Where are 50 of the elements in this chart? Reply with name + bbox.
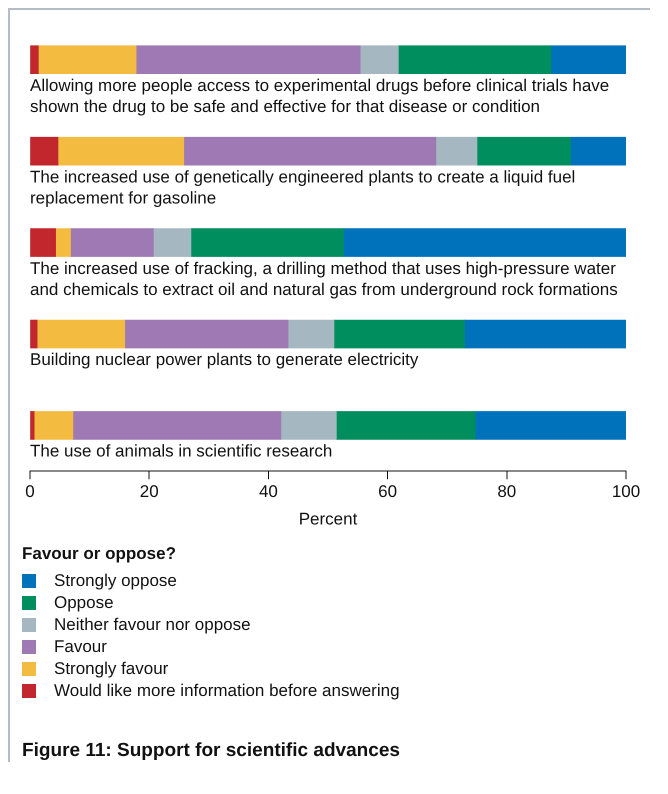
y-tick-label: The increased use of genetically engineered plants to create a liquid fuel replacement for gasoline xyxy=(30,167,576,208)
bar xyxy=(30,136,58,166)
bar xyxy=(30,320,38,348)
bar xyxy=(72,411,282,440)
bar xyxy=(58,136,184,166)
bar xyxy=(30,45,39,74)
legend-label: Would like more information before answering xyxy=(54,681,400,701)
bar xyxy=(343,228,626,257)
x-tick-label: 60 xyxy=(378,482,398,502)
bar xyxy=(183,136,436,166)
x-tick-label: 0 xyxy=(25,482,35,502)
y-tick-label: The use of animals in scientific research xyxy=(30,442,332,461)
bar xyxy=(55,228,71,257)
bar xyxy=(550,45,626,74)
bar xyxy=(38,45,136,74)
y-tick-label: The increased use of fracking, a drilling method that uses high-pressure water and chemicals to extract oil and natural gas from underground rock formations xyxy=(30,258,618,299)
bar xyxy=(34,411,74,440)
bar xyxy=(398,45,552,74)
bar xyxy=(70,228,154,257)
legend-label: Oppose xyxy=(54,593,114,613)
bar xyxy=(336,411,476,440)
legend-title: Favour or oppose? xyxy=(22,544,177,564)
bar xyxy=(570,136,626,166)
bar xyxy=(334,320,465,348)
y-tick-label: Building nuclear power plants to generate electricity xyxy=(30,350,419,370)
bar xyxy=(474,411,626,440)
bar xyxy=(476,136,571,166)
legend-label: Favour xyxy=(54,637,107,657)
bar xyxy=(30,411,34,440)
x-tick-label: 20 xyxy=(140,482,159,502)
bar xyxy=(190,228,344,257)
x-tick-label: 100 xyxy=(612,482,640,502)
bar xyxy=(36,320,126,348)
bar xyxy=(288,320,334,348)
bar xyxy=(436,136,478,166)
legend-label: Strongly favour xyxy=(54,659,168,679)
bar xyxy=(360,45,399,74)
text: Figure 11: Support for scientific advances xyxy=(22,740,401,762)
x-tick-label: 80 xyxy=(497,482,516,502)
bar xyxy=(464,320,626,348)
y-tick-label: Allowing more people access to experimental drugs before clinical trials have shown the drug to be safe and effective for that disease or condition xyxy=(30,76,610,116)
legend-label: Neither favour nor oppose xyxy=(54,615,251,635)
bar xyxy=(153,228,192,257)
bar xyxy=(136,45,361,74)
legend-label: Strongly oppose xyxy=(54,571,177,591)
bar xyxy=(30,228,56,257)
x-axis-title: Percent xyxy=(298,509,358,528)
bar xyxy=(124,320,288,348)
bar xyxy=(280,411,337,440)
x-tick-label: 40 xyxy=(258,482,278,502)
